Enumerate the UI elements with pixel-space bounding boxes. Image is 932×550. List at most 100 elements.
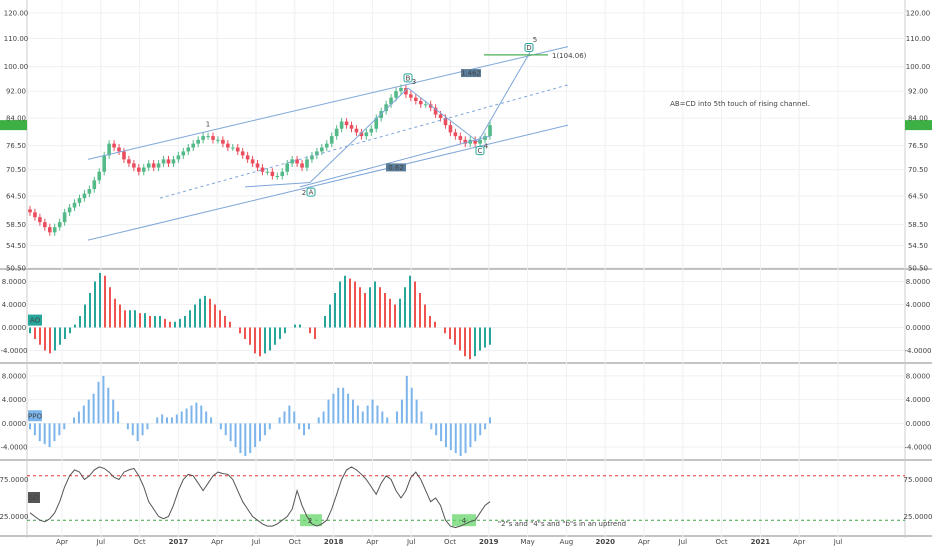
candle-body [62, 212, 67, 223]
chart-marks [0, 42, 932, 529]
abcd-lower-trendline [299, 135, 491, 188]
y-tick-label-right: 75.0000 [904, 476, 932, 484]
y-tick-label-right: 4.0000 [906, 396, 931, 404]
candle-body [107, 143, 111, 156]
candle-body [28, 209, 32, 213]
candle-body [418, 100, 423, 105]
x-tick-label: Apr [793, 538, 805, 546]
wave-label: 4 [484, 143, 489, 151]
fib-label-box [461, 69, 481, 78]
oversold-highlight-box [452, 514, 476, 527]
x-tick-label: May [520, 538, 534, 546]
candle-body [235, 147, 240, 152]
abcd-marker-label: D [526, 44, 531, 52]
x-tick-label: Jul [678, 538, 688, 546]
candle-body [171, 159, 176, 164]
candle-body [414, 97, 418, 101]
y-tick-label-left: 110.00 [4, 35, 29, 43]
candle-body [404, 88, 408, 95]
price-annotation: AB=CD into 5th touch of rising channel. [670, 100, 810, 108]
y-tick-label-left: -4.0000 [0, 347, 27, 355]
y-tick-label-right: 50.50 [908, 265, 928, 273]
candle-body [374, 118, 379, 129]
candle-body [334, 128, 339, 137]
candle-body [433, 107, 438, 115]
candle-body [166, 159, 171, 164]
x-tick-label: 2020 [595, 538, 615, 546]
abcd-leg [309, 87, 409, 183]
y-tick-label-left: 8.0000 [2, 278, 27, 286]
y-tick-label-right: -4.0000 [904, 347, 931, 355]
y-tick-label-left: 76.50 [6, 142, 26, 150]
fib-label: 1.462 [461, 70, 481, 78]
candle-body [52, 227, 57, 233]
last-price-box-right [905, 120, 932, 131]
candle-body [38, 217, 42, 223]
candle-body [305, 159, 309, 168]
y-tick-label-left: 50.50 [6, 265, 26, 273]
y-tick-label-left: 25.0000 [0, 513, 28, 521]
y-tick-label-left: 64.50 [6, 192, 26, 200]
candle-body [320, 147, 324, 152]
y-tick-label-left: 120.00 [4, 9, 29, 17]
candle-body [186, 147, 191, 152]
candle-body [206, 136, 210, 138]
candle-body [458, 136, 463, 140]
candle-body [453, 132, 458, 137]
sd-line [29, 466, 491, 529]
candle-body [364, 132, 369, 137]
candle-body [127, 159, 131, 164]
x-tick-label: Aug [560, 538, 574, 546]
candle-body [369, 128, 374, 133]
x-tick-label: 2021 [751, 538, 771, 546]
candle-body [349, 125, 354, 129]
y-tick-label-right: 100.00 [906, 63, 931, 71]
highlight-label: 2 [308, 517, 312, 525]
candle-body [146, 163, 151, 168]
channel-mid-line [159, 84, 569, 199]
y-tick-label-right: 58.50 [908, 221, 928, 229]
candle-body [384, 104, 388, 112]
candle-body [67, 207, 72, 213]
candle-body [473, 139, 477, 144]
candle-body [300, 163, 304, 168]
candle-body [156, 163, 161, 168]
y-tick-label-left: 0.0000 [2, 420, 27, 428]
fib-label: 0.62 [388, 164, 404, 172]
candle-body [181, 151, 186, 156]
indicator-tag-label: AO [30, 317, 41, 325]
indicator-tag-label: PPO [28, 412, 42, 420]
candle-body [488, 125, 492, 137]
candle-body [423, 104, 428, 106]
channel-lower-line [87, 124, 569, 241]
indicator-tag-box [28, 314, 42, 326]
candle-body [285, 163, 290, 172]
candle-body [102, 155, 106, 172]
y-tick-label-left: 8.0000 [2, 372, 27, 380]
y-tick-label-right: 54.50 [908, 242, 928, 250]
x-tick-label: Oct [444, 538, 456, 546]
abcd-marker-box [306, 187, 316, 197]
candle-body [290, 159, 294, 164]
abcd-marker-box [524, 42, 534, 52]
sd-annotation: "2"s and "4"s and "b"s in an uptrend [498, 520, 626, 528]
y-tick-label-right: 25.0000 [904, 513, 932, 521]
candle-body [240, 151, 245, 156]
y-tick-label-left: 0.0000 [2, 324, 27, 332]
candle-body [43, 222, 47, 228]
candle-body [72, 202, 77, 208]
y-tick-label-right: 92.00 [908, 88, 928, 96]
y-tick-label-right: 8.0000 [906, 372, 931, 380]
candle-body [310, 155, 314, 160]
candle-body [255, 163, 260, 168]
candle-body [478, 139, 482, 144]
abcd-leg [477, 51, 531, 143]
x-tick-label: Apr [638, 538, 650, 546]
abcd-marker-label: B [406, 74, 411, 82]
candle-body [191, 143, 196, 148]
wave-label: 5 [533, 36, 537, 44]
y-tick-label-left: 58.50 [6, 221, 26, 229]
oversold-highlight-box [300, 514, 322, 527]
candle-body [97, 171, 102, 181]
